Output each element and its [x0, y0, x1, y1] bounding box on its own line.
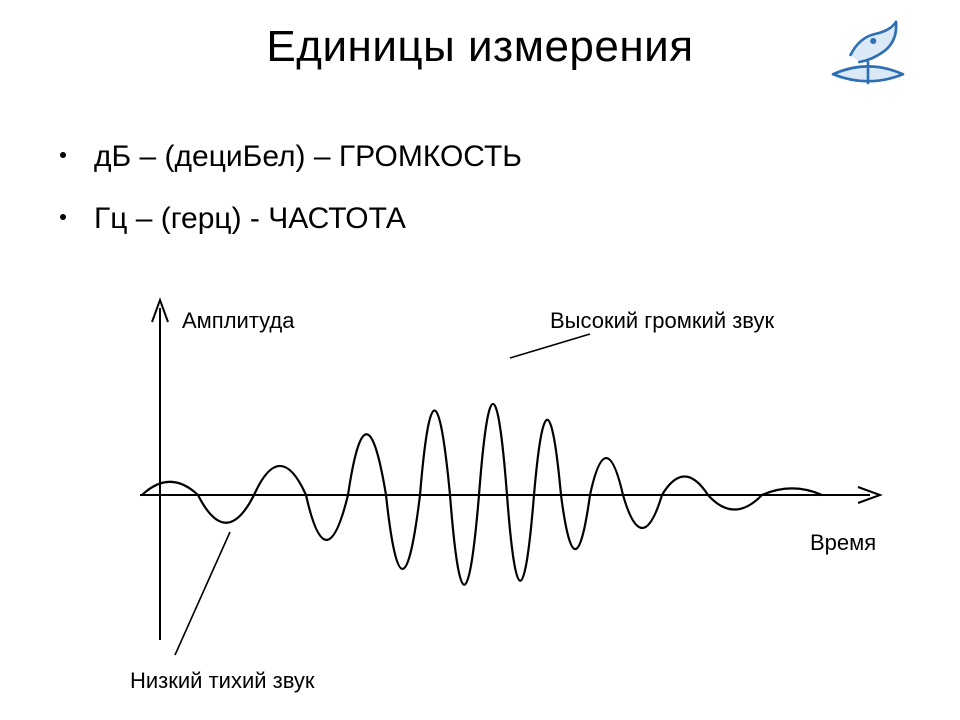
y-axis-label: Амплитуда: [182, 308, 295, 333]
annotation-high-loud: Высокий громкий звук: [550, 308, 775, 333]
annotation-low-quiet: Низкий тихий звук: [130, 668, 315, 693]
list-item: дБ – (дециБел) – ГРОМКОСТЬ: [60, 140, 900, 174]
page-title: Единицы измерения: [0, 22, 960, 72]
bullet-dot-icon: [60, 214, 66, 220]
bullet-text-hz: Гц – (герц) - ЧАСТОТА: [94, 202, 406, 236]
bullet-text-db: дБ – (дециБел) – ГРОМКОСТЬ: [94, 140, 522, 174]
bullet-dot-icon: [60, 152, 66, 158]
bullet-list: дБ – (дециБел) – ГРОМКОСТЬ Гц – (герц) -…: [60, 140, 900, 264]
waveform-svg: Амплитуда Время Высокий громкий звук Низ…: [80, 290, 900, 700]
slide: Единицы измерения дБ – (дециБел) – ГРОМК…: [0, 0, 960, 720]
callout-line-low-quiet: [175, 532, 230, 655]
list-item: Гц – (герц) - ЧАСТОТА: [60, 202, 900, 236]
axes: [140, 300, 880, 640]
book-whale-logo-icon: [824, 20, 912, 90]
x-axis-label: Время: [810, 530, 876, 555]
callout-line-high-loud: [510, 334, 590, 358]
waveform-chart: Амплитуда Время Высокий громкий звук Низ…: [80, 290, 900, 700]
